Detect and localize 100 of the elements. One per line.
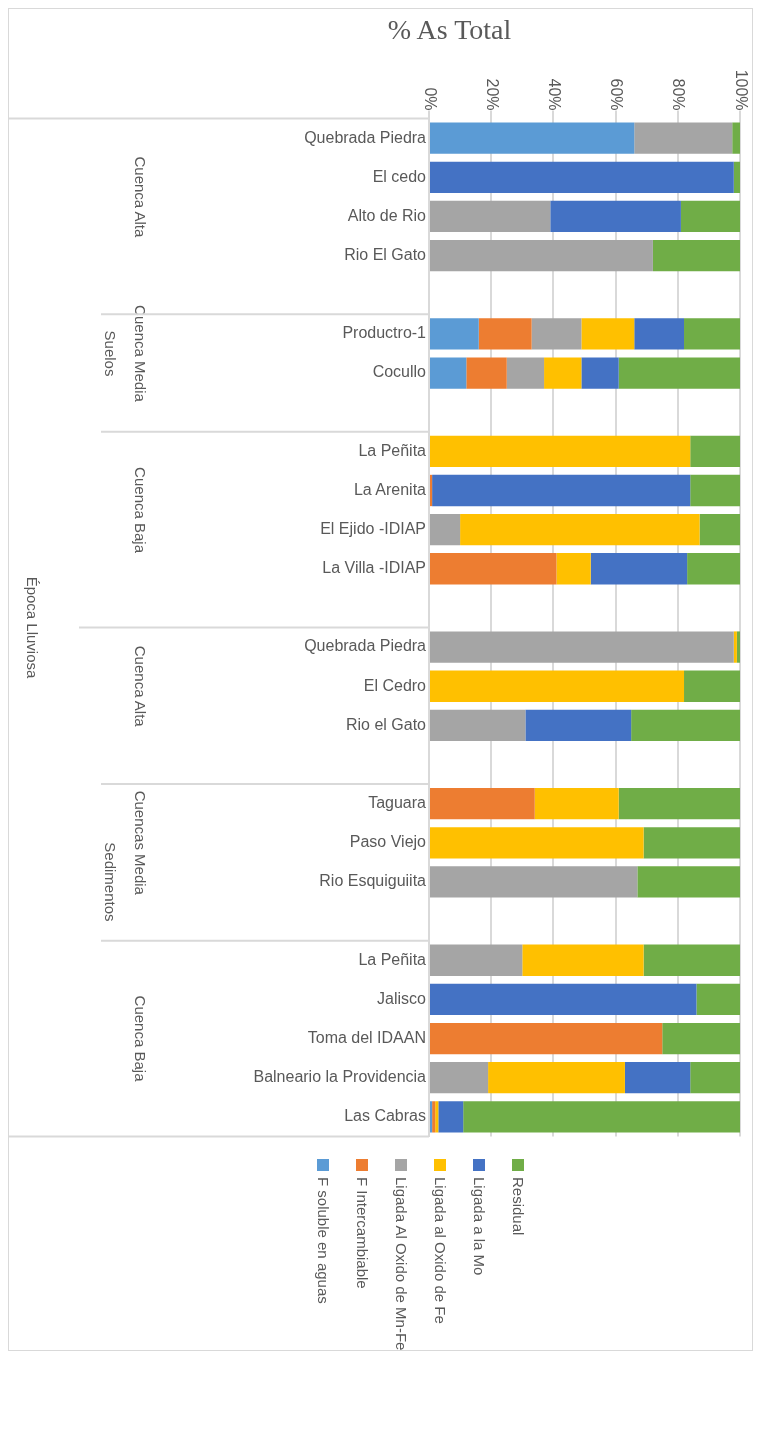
bar	[432, 474, 691, 507]
bar	[687, 553, 740, 585]
bar	[430, 553, 557, 585]
bar	[634, 318, 685, 350]
legend-label: Ligada a la Mo	[470, 1177, 488, 1276]
bar	[488, 1062, 625, 1094]
bar	[430, 670, 685, 702]
y-tick-label: Rio Esquiguiita	[319, 872, 427, 890]
bar	[556, 553, 591, 585]
y-tick-label: Jalisco	[377, 989, 427, 1007]
bar	[696, 983, 740, 1016]
bar	[525, 709, 632, 742]
text: Cuenca Media	[131, 305, 149, 403]
bar	[684, 670, 740, 702]
y-tick-label: Las Cabras	[344, 1107, 426, 1125]
bar	[430, 866, 638, 898]
bar	[690, 1062, 740, 1094]
bar	[430, 239, 653, 272]
bar	[430, 631, 734, 663]
bar	[652, 239, 740, 272]
bar	[430, 161, 734, 193]
text: Cuenca Alta	[131, 645, 149, 728]
bar	[624, 1062, 691, 1094]
text: Cuencas Media	[131, 790, 149, 896]
y-tick-label: Rio el Gato	[345, 715, 427, 733]
y-tick-label: Alto de Rio	[347, 206, 427, 224]
y-tick-label: Paso Viejo	[349, 833, 427, 851]
bar	[581, 318, 635, 350]
y-tick-label: El cedo	[372, 167, 427, 185]
legend-label: F Intercambiable	[353, 1177, 371, 1289]
bar	[662, 1022, 740, 1055]
bar	[634, 122, 733, 154]
bar	[430, 513, 461, 546]
y-tick-label: Productro-1	[342, 324, 427, 342]
text: Cuenca Baja	[131, 467, 149, 554]
bar	[531, 318, 582, 350]
bar	[684, 318, 740, 350]
bar	[544, 357, 582, 389]
y-tick-label: La Arenita	[353, 480, 427, 498]
bar	[690, 474, 740, 507]
bar	[732, 122, 740, 154]
bar	[506, 357, 545, 389]
bar	[430, 983, 697, 1016]
legend-label: Residual	[509, 1177, 527, 1236]
bar	[430, 944, 523, 976]
bar	[581, 357, 619, 389]
bar	[618, 788, 740, 820]
x-tick-label: 20%	[483, 78, 501, 111]
bar	[643, 827, 740, 859]
bar	[430, 827, 644, 859]
bar	[631, 709, 740, 742]
bar	[430, 435, 691, 467]
bar	[430, 200, 551, 233]
y-tick-label: La Peñita	[358, 950, 427, 968]
text: Suelos	[101, 330, 119, 377]
y-tick-label: La Peñita	[358, 441, 427, 459]
y-tick-label: Taguara	[368, 794, 427, 812]
bar	[466, 357, 507, 389]
y-tick-label: La Villa -IDIAP	[322, 559, 426, 577]
y-tick-label: Quebrada Piedra	[304, 637, 427, 655]
y-tick-label: Rio El Gato	[344, 246, 427, 264]
bar	[522, 944, 644, 976]
y-tick-label: Balneario la Providencia	[253, 1068, 427, 1086]
x-tick-label: 40%	[545, 78, 563, 111]
bar	[618, 357, 740, 389]
chart-title: % As Total	[387, 14, 512, 46]
text: Época Lluviosa	[23, 576, 41, 680]
bar	[430, 788, 535, 820]
y-tick-label: Cocullo	[372, 363, 427, 381]
x-tick-label: 0%	[421, 87, 439, 111]
y-tick-label: Toma del IDAAN	[307, 1028, 426, 1046]
bar	[460, 513, 700, 546]
y-tick-label: El Ejido -IDIAP	[320, 520, 426, 538]
bar	[534, 788, 619, 820]
bar	[478, 318, 532, 350]
bar	[680, 200, 740, 233]
text: Sedimentos	[101, 842, 119, 922]
legend-label: F soluble en aguas	[314, 1177, 332, 1304]
x-tick-label: 60%	[608, 78, 626, 111]
bar	[550, 200, 681, 233]
x-tick-label: 100%	[732, 69, 750, 111]
bar	[637, 866, 740, 898]
bar	[463, 1101, 740, 1133]
bar	[430, 357, 467, 389]
legend-label: Ligada al Oxido de Fe	[431, 1177, 449, 1324]
bar	[430, 1062, 489, 1094]
bar	[430, 709, 526, 742]
text: Cuenca Baja	[131, 995, 149, 1083]
bar	[430, 318, 479, 350]
bar	[590, 553, 688, 585]
bar	[438, 1101, 464, 1133]
x-tick-label: 80%	[670, 78, 688, 111]
bar	[430, 474, 433, 507]
text: Cuenca Alta	[131, 156, 149, 238]
bar	[430, 1022, 663, 1055]
bar	[430, 122, 635, 154]
legend-label: Ligada Al Oxido de Mn-Fe	[392, 1177, 410, 1351]
y-tick-label: El Cedro	[363, 676, 427, 694]
bar	[699, 513, 740, 546]
bar	[643, 944, 740, 976]
